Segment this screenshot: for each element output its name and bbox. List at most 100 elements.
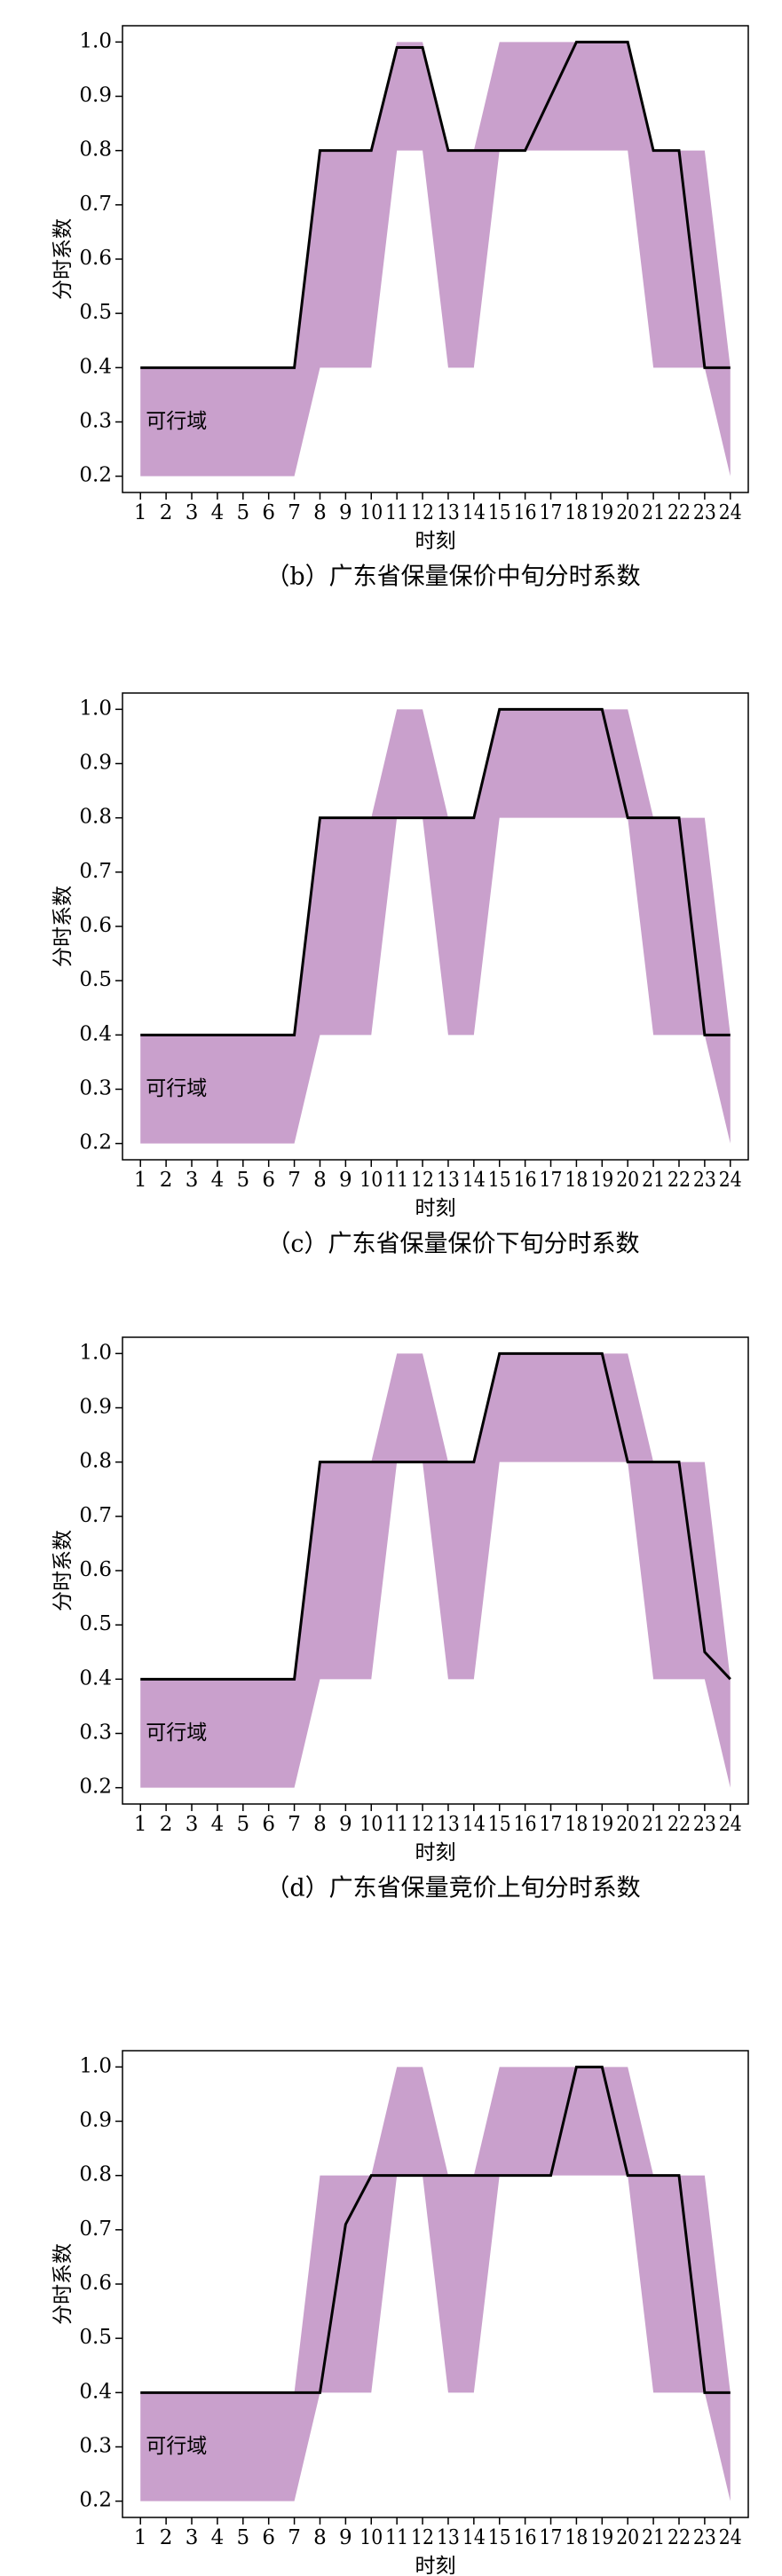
x-tick-label: 13: [437, 1169, 460, 1192]
series-line: [140, 1351, 731, 1681]
band-label: 可行域: [146, 1077, 207, 1100]
y-tick-label: 0.4: [79, 1666, 112, 1690]
x-tick-label: 4: [211, 2526, 225, 2549]
y-tick-label: 0.9: [79, 84, 112, 107]
x-tick-label: 1: [134, 1169, 147, 1192]
x-tick-label: 23: [693, 1813, 716, 1836]
x-tick-label: 3: [186, 501, 199, 524]
x-tick-label: 24: [719, 1813, 742, 1836]
x-tick-label: 15: [488, 501, 511, 524]
x-tick-label: 21: [642, 2526, 665, 2549]
chart-caption: （c）广东省保量保价下旬分时系数: [266, 1231, 639, 1258]
x-tick-label: 7: [288, 1813, 301, 1836]
y-tick-label: 0.6: [79, 2272, 112, 2295]
x-tick-label: 10: [359, 1813, 383, 1836]
x-tick-label: 13: [437, 1813, 460, 1836]
y-tick-label: 0.4: [79, 355, 112, 378]
y-tick-label: 1.0: [79, 2054, 112, 2077]
x-tick-label: 4: [211, 501, 225, 524]
y-tick-label: 0.5: [79, 301, 112, 324]
x-tick-label: 17: [540, 1813, 563, 1836]
x-tick-label: 19: [590, 1813, 613, 1836]
x-axis-label: 时刻: [415, 2555, 456, 2576]
y-tick-label: 0.7: [79, 2218, 112, 2241]
y-tick-label: 0.5: [79, 1612, 112, 1635]
x-tick-label: 16: [514, 501, 537, 524]
x-tick-label: 3: [186, 2526, 199, 2549]
x-tick-label: 12: [411, 2526, 434, 2549]
x-tick-label: 10: [359, 501, 383, 524]
x-tick-label: 5: [236, 2526, 249, 2549]
x-tick-label: 12: [411, 1169, 434, 1192]
x-tick-label: 1: [134, 1813, 147, 1836]
x-tick-label: 8: [313, 1169, 327, 1192]
x-tick-label: 2: [160, 2526, 173, 2549]
x-tick-label: 5: [236, 1813, 249, 1836]
x-tick-label: 16: [514, 1169, 537, 1192]
x-tick-label: 20: [616, 2526, 639, 2549]
x-tick-label: 18: [565, 2526, 588, 2549]
x-tick-label: 11: [385, 1813, 408, 1836]
x-tick-label: 18: [565, 1169, 588, 1192]
x-tick-label: 22: [667, 2526, 691, 2549]
band-label: 可行域: [146, 1721, 207, 1745]
y-tick-label: 0.4: [79, 1022, 112, 1045]
y-tick-label: 0.7: [79, 193, 112, 216]
series-line: [140, 707, 731, 1036]
y-tick-label: 0.8: [79, 138, 112, 161]
x-tick-label: 7: [288, 1169, 301, 1192]
y-tick-label: 0.9: [79, 1396, 112, 1419]
x-tick-label: 4: [211, 1169, 225, 1192]
x-tick-label: 12: [411, 1813, 434, 1836]
chart-caption: （b）广东省保量保价中旬分时系数: [265, 563, 640, 591]
y-tick-label: 0.2: [79, 1131, 112, 1154]
x-tick-label: 7: [288, 501, 301, 524]
x-tick-label: 23: [693, 1169, 716, 1192]
y-tick-label: 0.9: [79, 752, 112, 775]
x-tick-label: 4: [211, 1813, 225, 1836]
x-tick-label: 24: [719, 501, 742, 524]
x-tick-label: 9: [339, 1169, 352, 1192]
x-tick-label: 20: [616, 1169, 639, 1192]
x-tick-label: 15: [488, 1813, 511, 1836]
y-tick-label: 0.6: [79, 1558, 112, 1581]
y-axis-label: 分时系数: [51, 1530, 75, 1611]
y-tick-label: 0.6: [79, 247, 112, 270]
series-line: [140, 2065, 731, 2394]
feasible-band: [140, 2067, 731, 2501]
x-tick-label: 2: [160, 1169, 173, 1192]
x-tick-label: 9: [339, 2526, 352, 2549]
x-tick-label: 20: [616, 501, 639, 524]
x-tick-label: 6: [262, 1169, 275, 1192]
y-tick-label: 0.3: [79, 2434, 112, 2457]
y-axis-label: 分时系数: [51, 886, 75, 967]
y-tick-label: 0.2: [79, 2489, 112, 2512]
y-tick-label: 0.2: [79, 464, 112, 487]
x-tick-label: 24: [719, 1169, 742, 1192]
x-tick-label: 19: [590, 501, 613, 524]
x-tick-label: 6: [262, 1813, 275, 1836]
x-tick-label: 24: [719, 2526, 742, 2549]
x-tick-label: 9: [339, 501, 352, 524]
x-tick-label: 17: [540, 2526, 563, 2549]
y-tick-label: 0.3: [79, 1076, 112, 1099]
x-tick-label: 22: [667, 501, 691, 524]
x-tick-label: 22: [667, 1813, 691, 1836]
x-tick-label: 21: [642, 501, 665, 524]
x-tick-label: 14: [462, 2526, 486, 2549]
x-tick-label: 10: [359, 1169, 383, 1192]
x-tick-label: 23: [693, 501, 716, 524]
y-tick-label: 0.8: [79, 806, 112, 829]
x-axis-label: 时刻: [415, 1197, 456, 1220]
x-tick-label: 1: [134, 2526, 147, 2549]
x-tick-label: 6: [262, 501, 275, 524]
band-label: 可行域: [146, 410, 207, 433]
x-tick-label: 18: [565, 1813, 588, 1836]
x-tick-label: 7: [288, 2526, 301, 2549]
x-tick-label: 16: [514, 2526, 537, 2549]
x-tick-label: 13: [437, 2526, 460, 2549]
x-tick-label: 1: [134, 501, 147, 524]
x-tick-label: 18: [565, 501, 588, 524]
y-tick-label: 0.2: [79, 1776, 112, 1799]
